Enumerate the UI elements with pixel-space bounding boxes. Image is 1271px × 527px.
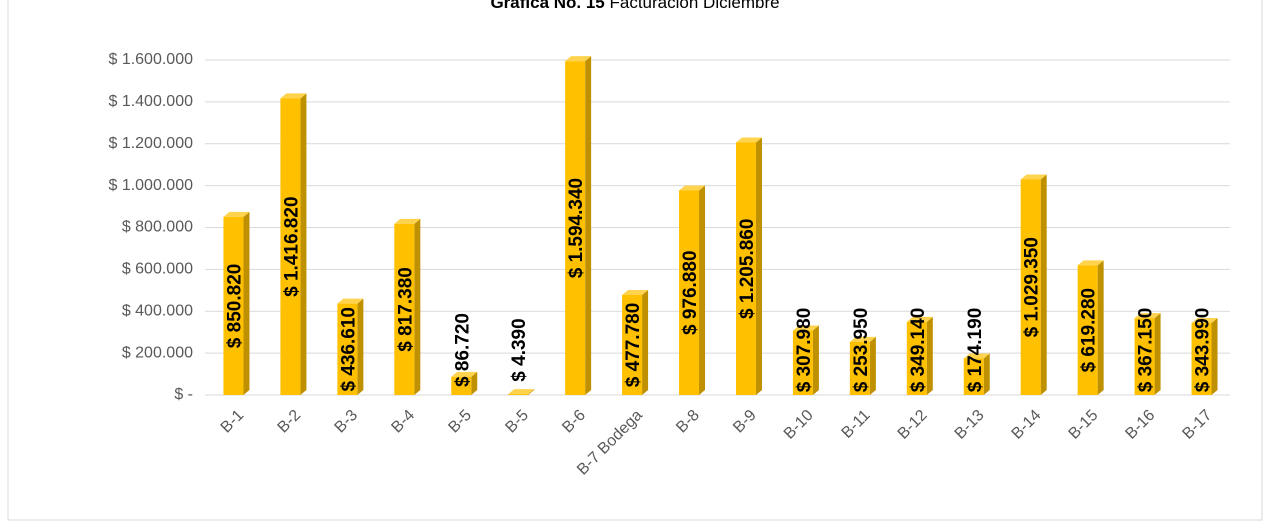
value-label: $ 1.205.860 [737,219,758,319]
bar-side [812,325,819,395]
bar-top [1077,260,1104,266]
bar-top [849,336,876,342]
value-label: $ 307.980 [794,308,815,393]
y-tick-label: $ 1.600.000 [108,51,193,68]
bar-side [1211,317,1218,395]
bar-side [642,289,649,395]
y-tick-label: $ 200.000 [122,344,193,361]
value-label: $ 619.280 [1079,288,1100,373]
bar-top [1020,174,1047,180]
value-label: $ 436.610 [338,307,359,392]
value-label: $ 86.720 [452,313,473,387]
bar [280,98,301,396]
chart-subtitle: Facturación Diciembre [610,0,780,12]
bar [1020,179,1041,395]
bar-side [357,298,364,395]
bar-top [337,298,364,304]
bar-side [300,93,307,396]
value-label: $ 174.190 [965,308,986,393]
y-tick-label: $ 1.200.000 [108,135,193,152]
bar [394,223,415,395]
y-tick-label: $ 400.000 [122,302,193,319]
bar [1134,318,1155,395]
bar-top [906,316,933,322]
value-label: $ 4.390 [509,318,530,381]
bar [1191,322,1212,395]
bar-top [622,289,649,295]
chart-title-line: Gráfica No. 15 Facturación Diciembre [490,0,779,12]
bar-side [1154,313,1161,395]
chart-title: Gráfica No. 15 [490,0,604,12]
value-label: $ 850.820 [224,264,245,349]
bar-side [1097,260,1104,395]
bar-side [983,353,990,395]
chart-frame [7,0,1263,521]
bar [792,330,813,395]
y-tick-label: $ 600.000 [122,261,193,278]
bar-side [528,389,535,395]
value-label: $ 1.594.340 [566,178,587,278]
bar-side [869,336,876,395]
bar-side [243,211,250,395]
bar [679,190,700,395]
bar [963,358,984,395]
bar [735,142,756,395]
bar [337,303,358,395]
y-tick-label: $ 1.400.000 [108,93,193,110]
bar-side [699,185,706,395]
value-label: $ 343.990 [1193,308,1214,393]
bar-top [223,211,250,217]
value-label: $ 253.950 [851,308,872,393]
bar-side [585,56,592,396]
bar [622,294,643,395]
value-label: $ 976.880 [680,250,701,335]
bar-top [451,371,478,377]
value-label: $ 367.150 [1136,308,1157,393]
bar [906,321,927,395]
bar-top [280,93,307,99]
bar [849,341,870,395]
y-tick-label: $ 1.000.000 [108,177,193,194]
value-label: $ 1.029.350 [1022,237,1043,337]
bar-side [471,371,478,395]
bar [451,376,472,395]
bar [1077,265,1098,395]
bar-side [755,137,762,395]
bar-top [792,325,819,331]
y-tick-label: $ - [174,386,193,403]
bar [565,61,586,396]
bar [508,394,529,395]
bar-side [414,218,421,395]
bar-top [679,185,706,191]
y-tick-label: $ 800.000 [122,219,193,236]
bar-top [1134,313,1161,319]
value-label: $ 817.380 [395,267,416,352]
bar-top [394,218,421,224]
bar-side [1040,174,1047,395]
bar-top [1191,317,1218,323]
value-label: $ 1.416.820 [281,196,302,296]
bar-top [565,56,592,62]
bar-top [963,353,990,359]
bar-top [508,389,535,395]
bar-top [735,137,762,143]
value-label: $ 477.780 [623,303,644,388]
bar [223,216,244,395]
value-label: $ 349.140 [908,308,929,393]
bar-side [926,316,933,395]
